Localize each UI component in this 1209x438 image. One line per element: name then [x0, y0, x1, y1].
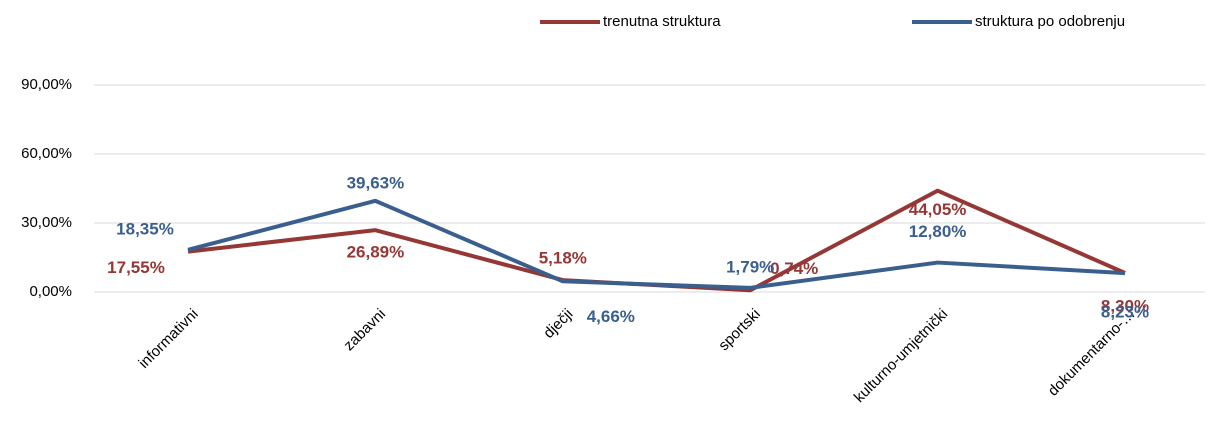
data-label: 17,55% — [107, 258, 165, 277]
data-label: 44,05% — [909, 200, 967, 219]
legend-label: struktura po odobrenju — [975, 13, 1125, 30]
data-label: 1,79% — [726, 257, 774, 276]
data-label: 39,63% — [347, 173, 405, 192]
y-tick-label: 60,00% — [21, 145, 72, 162]
x-tick-label: zabavni — [340, 306, 389, 355]
x-tick-label: informativni — [135, 306, 201, 372]
series-line — [187, 188, 1126, 293]
y-tick-label: 30,00% — [21, 214, 72, 231]
series-line — [187, 198, 1126, 290]
data-label: 5,18% — [539, 249, 587, 268]
y-tick-label: 90,00% — [21, 76, 72, 93]
x-tick-label: dječji — [540, 306, 576, 342]
x-tick-label: sportski — [715, 306, 764, 355]
data-label: 12,80% — [909, 222, 967, 241]
data-label: 26,89% — [347, 243, 405, 262]
data-label: 0,74% — [770, 259, 818, 278]
y-tick-label: 0,00% — [29, 283, 72, 300]
legend-label: trenutna struktura — [603, 13, 721, 30]
x-tick-label: kulturno-umjetnički — [851, 306, 951, 406]
data-label: 4,66% — [587, 307, 635, 326]
data-label: 8,23% — [1101, 303, 1149, 322]
data-label: 18,35% — [116, 219, 174, 238]
data-label: 8,30% — [1101, 296, 1149, 315]
